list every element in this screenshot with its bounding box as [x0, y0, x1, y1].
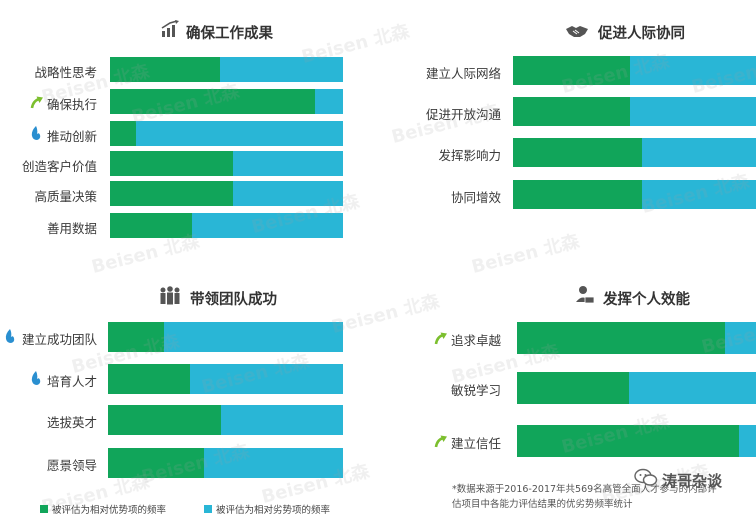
watermark: Beisen 北森 [469, 230, 582, 278]
bar-advantage [110, 213, 192, 238]
handshake-icon [565, 22, 589, 46]
bar-disadvantage [315, 89, 343, 114]
bar-disadvantage [725, 322, 756, 354]
bar-advantage [513, 138, 642, 167]
brand-name: 涛哥杂谈 [662, 472, 723, 490]
category-label: 确保执行 [46, 96, 97, 112]
category-label: 培育人才 [46, 374, 97, 389]
bar-disadvantage [204, 448, 343, 478]
flame-icon [30, 371, 42, 385]
bar-disadvantage [164, 322, 343, 352]
flame-icon [30, 125, 42, 140]
category-label: 选拔英才 [46, 415, 97, 430]
bar-disadvantage [739, 425, 756, 457]
bar-disadvantage [221, 405, 343, 435]
bar-advantage [513, 180, 642, 209]
bar-chart-growth-icon [161, 20, 185, 44]
bar-disadvantage [220, 57, 343, 82]
arrow-up-icon [434, 330, 447, 345]
bar-disadvantage [630, 56, 756, 85]
bar-disadvantage [642, 180, 756, 209]
panel-title: 确保工作成果 [186, 26, 273, 42]
arrow-up-icon [434, 433, 447, 448]
bar-disadvantage [233, 181, 343, 206]
panel-title: 发挥个人效能 [603, 292, 690, 308]
bar-advantage [108, 448, 204, 478]
category-label: 建立信任 [450, 436, 501, 451]
bar-advantage [110, 151, 233, 176]
category-label: 推动创新 [46, 128, 97, 144]
legend-label-disadvantage: 被评估为相对劣势项的频率 [216, 505, 331, 516]
category-label: 追求卓越 [450, 333, 501, 348]
bar-disadvantage [630, 97, 756, 126]
flame-icon [4, 329, 16, 343]
category-label: 协同增效 [450, 189, 501, 205]
legend-swatch-advantage [40, 505, 48, 513]
panel-title: 带领团队成功 [190, 292, 277, 308]
bar-advantage [110, 121, 136, 146]
bar-disadvantage [642, 138, 756, 167]
source-note-line2: 估项目中各能力评估结果的优劣势频率统计 [452, 499, 633, 510]
bar-advantage [517, 322, 725, 354]
category-label: 建立成功团队 [21, 332, 97, 347]
bar-disadvantage [136, 121, 343, 146]
category-label: 建立人际网络 [425, 65, 501, 81]
wechat-logo-icon [634, 468, 658, 486]
arrow-up-icon [30, 94, 43, 108]
legend-label-advantage: 被评估为相对优势项的频率 [52, 505, 167, 516]
bar-advantage [108, 405, 221, 435]
category-label: 善用数据 [46, 220, 97, 236]
category-label: 发挥影响力 [438, 147, 501, 163]
category-label: 敏锐学习 [450, 383, 501, 398]
bar-advantage [517, 372, 629, 404]
bar-advantage [110, 57, 220, 82]
bar-disadvantage [192, 213, 343, 238]
bar-advantage [108, 322, 164, 352]
category-label: 创造客户价值 [21, 158, 97, 174]
watermark: Beisen 北森 [329, 290, 442, 338]
category-label: 高质量决策 [34, 188, 97, 204]
category-label: 促进开放沟通 [425, 106, 501, 122]
category-label: 愿景领导 [46, 458, 97, 473]
bar-advantage [513, 97, 630, 126]
legend-swatch-disadvantage [204, 505, 212, 513]
bar-disadvantage [629, 372, 756, 404]
panel-title: 促进人际协同 [598, 26, 685, 42]
person-desk-icon [573, 285, 597, 309]
bar-advantage [110, 181, 233, 206]
bar-advantage [517, 425, 739, 457]
bar-advantage [513, 56, 630, 85]
team-icon [158, 286, 182, 310]
bar-disadvantage [190, 364, 343, 394]
category-label: 战略性思考 [34, 64, 97, 80]
bar-advantage [108, 364, 190, 394]
bar-disadvantage [233, 151, 343, 176]
bar-advantage [110, 89, 315, 114]
source-note-line1: *数据来源于2016-2017年共569名高管全面人才参与的内部评 [452, 484, 717, 495]
